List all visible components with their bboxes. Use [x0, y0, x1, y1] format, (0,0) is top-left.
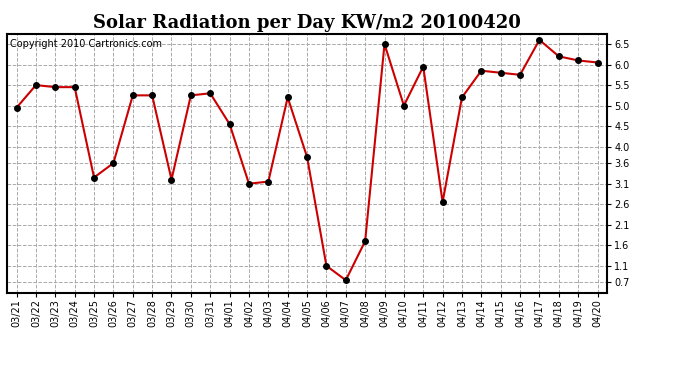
Text: Copyright 2010 Cartronics.com: Copyright 2010 Cartronics.com — [10, 39, 162, 49]
Title: Solar Radiation per Day KW/m2 20100420: Solar Radiation per Day KW/m2 20100420 — [93, 14, 521, 32]
